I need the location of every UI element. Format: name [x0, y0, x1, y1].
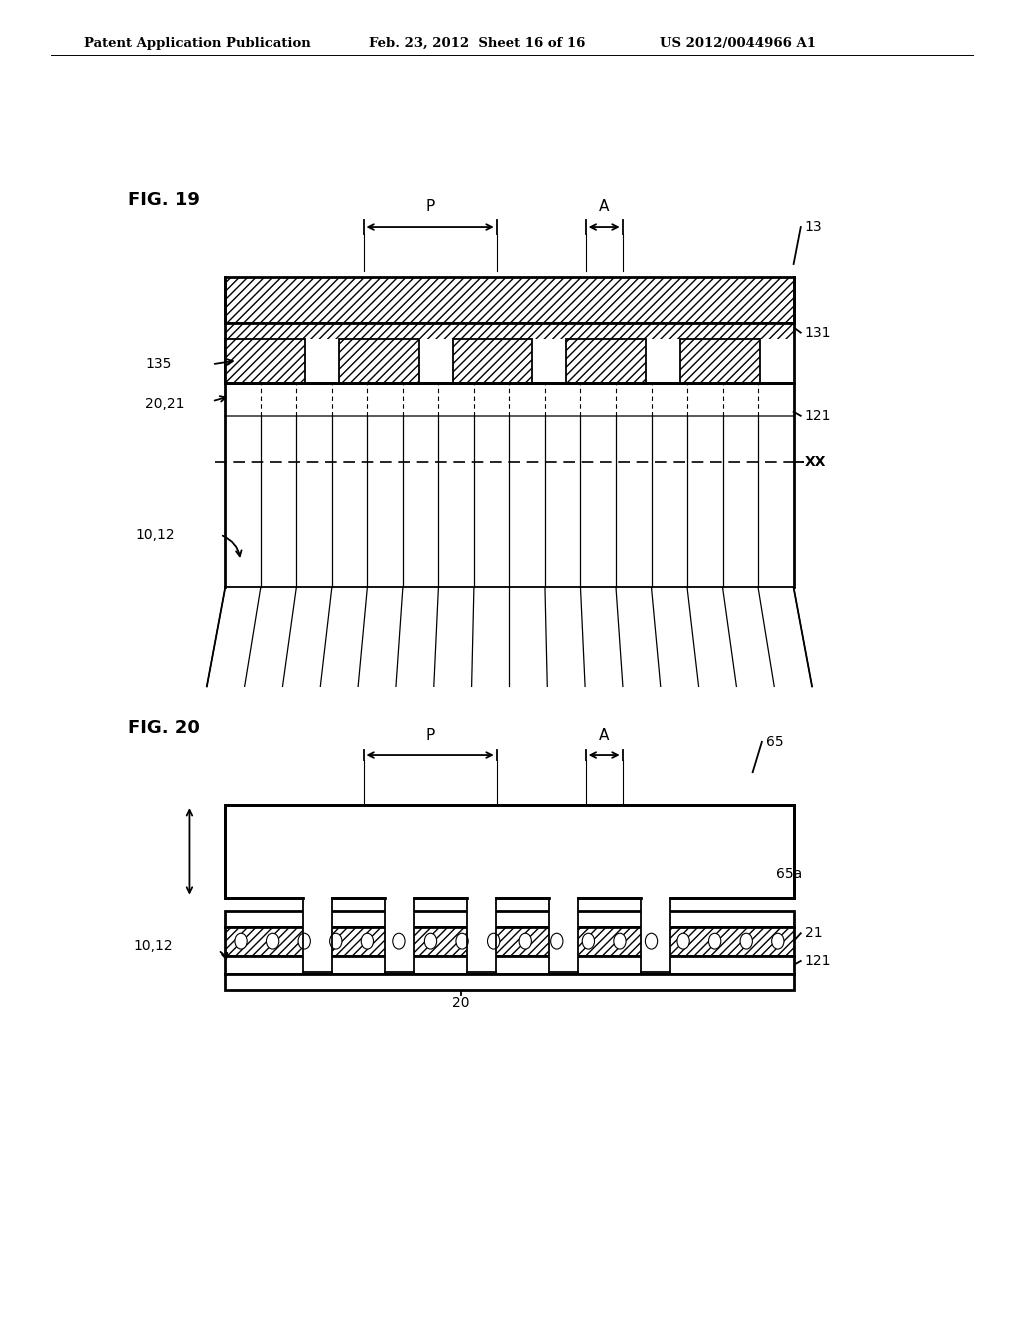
- Bar: [225, 927, 794, 956]
- Text: Feb. 23, 2012  Sheet 16 of 16: Feb. 23, 2012 Sheet 16 of 16: [369, 37, 585, 50]
- FancyArrowPatch shape: [220, 952, 227, 958]
- Bar: [566, 339, 646, 383]
- Text: 10,12: 10,12: [133, 940, 173, 953]
- Circle shape: [583, 933, 595, 949]
- Text: 21: 21: [805, 927, 822, 940]
- Circle shape: [330, 933, 342, 949]
- Text: 135: 135: [145, 358, 172, 371]
- Circle shape: [456, 933, 468, 949]
- Circle shape: [361, 933, 374, 949]
- Text: FIG. 19: FIG. 19: [128, 191, 200, 210]
- Text: P: P: [425, 729, 435, 743]
- Bar: [225, 927, 794, 956]
- Text: A: A: [599, 729, 609, 743]
- Bar: [641, 891, 670, 972]
- Circle shape: [424, 933, 436, 949]
- Text: P: P: [425, 199, 435, 214]
- Bar: [225, 277, 794, 323]
- Bar: [467, 891, 496, 972]
- Bar: [225, 974, 794, 990]
- Circle shape: [677, 933, 689, 949]
- Text: 65: 65: [766, 735, 783, 748]
- Text: Patent Application Publication: Patent Application Publication: [84, 37, 310, 50]
- Text: 65a: 65a: [776, 867, 803, 880]
- Circle shape: [709, 933, 721, 949]
- Bar: [225, 339, 305, 383]
- Text: 121: 121: [805, 409, 831, 422]
- Text: 10,12: 10,12: [135, 528, 175, 541]
- Text: XX: XX: [805, 455, 826, 469]
- Text: 20,21: 20,21: [145, 397, 185, 411]
- Circle shape: [519, 933, 531, 949]
- Circle shape: [298, 933, 310, 949]
- Bar: [339, 339, 419, 383]
- Circle shape: [487, 933, 500, 949]
- Bar: [385, 891, 414, 972]
- Bar: [680, 339, 760, 383]
- Bar: [225, 805, 794, 898]
- Text: 131: 131: [805, 326, 831, 339]
- Text: 13: 13: [805, 220, 822, 234]
- Bar: [225, 956, 794, 974]
- Circle shape: [393, 933, 406, 949]
- Text: FIG. 20: FIG. 20: [128, 719, 200, 738]
- Circle shape: [266, 933, 279, 949]
- Bar: [453, 339, 532, 383]
- Bar: [225, 911, 794, 927]
- Circle shape: [234, 933, 247, 949]
- Text: A: A: [599, 199, 609, 214]
- Bar: [339, 339, 419, 383]
- Bar: [549, 891, 578, 972]
- Circle shape: [613, 933, 626, 949]
- FancyArrowPatch shape: [222, 536, 242, 556]
- Bar: [303, 891, 332, 972]
- Bar: [225, 323, 794, 339]
- Circle shape: [772, 933, 784, 949]
- Bar: [453, 339, 532, 383]
- Bar: [225, 277, 794, 323]
- Text: 121: 121: [805, 954, 831, 968]
- Bar: [225, 339, 305, 383]
- Bar: [225, 323, 794, 339]
- Bar: [680, 339, 760, 383]
- Text: 20: 20: [452, 997, 470, 1010]
- Circle shape: [551, 933, 563, 949]
- Circle shape: [645, 933, 657, 949]
- Text: US 2012/0044966 A1: US 2012/0044966 A1: [660, 37, 816, 50]
- Circle shape: [740, 933, 753, 949]
- Bar: [566, 339, 646, 383]
